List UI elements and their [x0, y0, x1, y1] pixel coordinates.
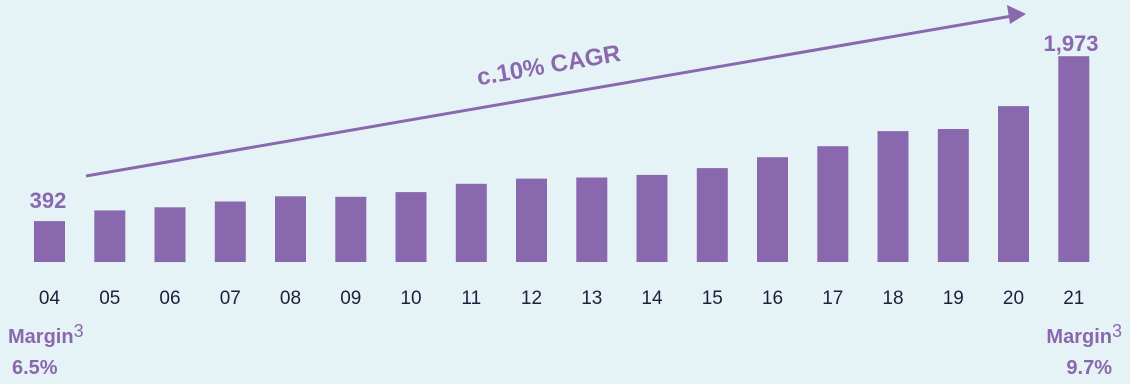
x-tick-15: 15	[702, 288, 723, 309]
bar-11	[455, 183, 487, 262]
x-tick-05: 05	[99, 288, 120, 309]
margin-end-block: Margin3 9.7%	[1046, 322, 1122, 378]
margin-start-value: 6.5%	[12, 357, 58, 379]
bar-06	[154, 207, 186, 263]
x-tick-06: 06	[159, 288, 180, 309]
bar-17	[817, 146, 849, 262]
x-tick-14: 14	[641, 288, 663, 309]
bar-04	[34, 221, 65, 262]
x-tick-08: 08	[280, 288, 301, 309]
bar-08	[275, 196, 306, 262]
bar-10	[395, 192, 427, 262]
bar-21	[1058, 56, 1090, 263]
margin-end-value: 9.7%	[1066, 357, 1112, 379]
bar-07	[214, 201, 246, 262]
bar-18	[877, 131, 909, 262]
bar-20	[998, 106, 1029, 262]
x-tick-11: 11	[461, 288, 481, 309]
bar-09	[335, 196, 367, 262]
margin-start-block: Margin3 6.5%	[8, 322, 84, 378]
bar-12	[516, 178, 547, 262]
x-tick-18: 18	[882, 288, 903, 309]
x-tick-labels: 04 05 06 07 08 09 10 11 12 13 14 15 16 17 18 19 20 21	[39, 288, 1084, 309]
x-tick-17: 17	[822, 288, 843, 309]
x-tick-21: 21	[1063, 288, 1084, 309]
bar-16	[757, 157, 788, 262]
margin-start-footnote: 3	[73, 321, 84, 341]
x-tick-09: 09	[340, 288, 361, 309]
x-tick-04: 04	[39, 288, 61, 309]
margin-end-label: Margin	[1046, 326, 1112, 348]
start-value-label: 392	[30, 188, 67, 213]
x-tick-12: 12	[521, 288, 542, 309]
bar-13	[576, 177, 608, 262]
x-tick-07: 07	[220, 288, 241, 309]
x-tick-10: 10	[400, 288, 421, 309]
cagr-label: c.10% CAGR	[475, 40, 623, 91]
bar-05	[94, 210, 126, 262]
cagr-arrow-line	[85, 14, 1013, 178]
cagr-arrow-head	[1007, 5, 1026, 24]
bar-15	[696, 168, 728, 262]
x-tick-13: 13	[581, 288, 602, 309]
margin-end-footnote: 3	[1111, 321, 1122, 341]
bar-14	[636, 174, 668, 262]
end-value-label: 1,973	[1043, 31, 1098, 56]
bars-group	[34, 56, 1090, 263]
x-tick-19: 19	[943, 288, 964, 309]
margin-start-label: Margin	[8, 326, 74, 348]
x-tick-16: 16	[762, 288, 783, 309]
x-tick-20: 20	[1003, 288, 1024, 309]
cagr-arrow	[85, 5, 1026, 178]
bar-19	[937, 129, 969, 262]
